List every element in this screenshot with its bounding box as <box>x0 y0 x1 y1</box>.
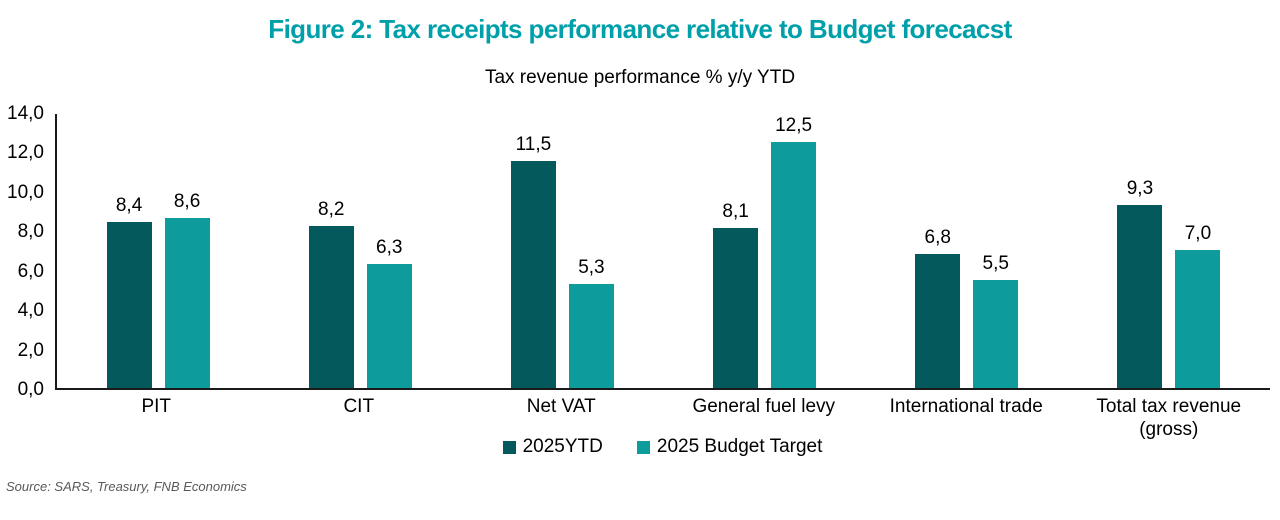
bar-column: 8,4 <box>106 195 152 388</box>
bar <box>308 226 354 388</box>
legend-swatch <box>502 440 516 454</box>
bar-value-label: 5,3 <box>578 256 605 278</box>
bar <box>366 263 412 388</box>
category-group: 8,2 6,3 <box>259 114 461 388</box>
bar-value-label: 12,5 <box>775 114 813 136</box>
x-axis-label: Total tax revenue (gross) <box>1096 396 1242 440</box>
y-tick-label: 14,0 <box>7 103 44 124</box>
bar-value-label: 11,5 <box>515 134 552 156</box>
bar-column: 8,1 <box>713 201 759 388</box>
bar-column: 6,8 <box>915 226 961 388</box>
x-axis-label: CIT <box>343 396 375 417</box>
y-tick-label: 8,0 <box>17 221 44 243</box>
y-tick-label: 4,0 <box>17 300 44 322</box>
category-group: 11,5 5,3 <box>461 114 663 388</box>
x-axis-label: International trade <box>889 396 1043 417</box>
legend-label: 2025YTD <box>522 436 603 457</box>
category-group: 6,8 5,5 <box>866 114 1068 388</box>
bar <box>713 228 759 388</box>
x-axis-label: Net VAT <box>526 396 596 417</box>
category-group: 8,4 8,6 <box>57 114 259 388</box>
figure-title: Figure 2: Tax receipts performance relat… <box>268 14 1012 44</box>
bar-column: 12,5 <box>771 114 817 388</box>
bar-value-label: 6,3 <box>376 236 403 258</box>
x-axis: PIT CIT Net VAT General fuel levy Internatio… <box>55 396 1270 442</box>
bar <box>106 222 152 388</box>
bar <box>915 253 961 388</box>
category-group: 8,1 12,5 <box>664 114 866 388</box>
y-tick-label: 6,0 <box>17 260 44 282</box>
bar-column: 5,5 <box>973 252 1019 388</box>
y-tick-label: 2,0 <box>17 339 44 361</box>
legend-item: 2025 Budget Target <box>636 436 823 458</box>
bar-column: 6,3 <box>366 236 412 388</box>
bar-column: 9,3 <box>1117 177 1163 388</box>
y-tick-label: 10,0 <box>7 181 44 203</box>
bar-column: 8,2 <box>308 199 354 388</box>
bar <box>973 279 1019 388</box>
bar-value-label: 8,6 <box>173 191 201 213</box>
bar-value-label: 9,3 <box>1126 177 1154 199</box>
bar-value-label: 7,0 <box>1184 223 1212 244</box>
bar-column: 5,3 <box>568 256 614 388</box>
x-axis-label: PIT <box>141 396 172 417</box>
category-group: 9,3 7,0 <box>1068 114 1270 388</box>
bar <box>1117 204 1163 388</box>
bar-column: 8,6 <box>164 191 210 388</box>
y-tick-label: 0,0 <box>17 379 44 400</box>
chart-title: Tax revenue performance % y/y YTD <box>484 67 796 88</box>
x-axis-label: General fuel levy <box>692 396 836 417</box>
bar <box>771 141 817 388</box>
bar-value-label: 8,4 <box>115 195 143 217</box>
bar-column: 11,5 <box>510 134 556 388</box>
bar-value-label: 6,8 <box>924 226 951 248</box>
legend-item: 2025YTD <box>502 436 603 458</box>
bar <box>1175 250 1221 388</box>
legend: 2025YTD 2025 Budget Target <box>55 436 1270 458</box>
y-axis: 0,0 2,0 4,0 6,0 8,0 10,0 12,0 14,0 <box>0 103 46 400</box>
plot-area: 8,4 8,6 8,2 6,3 11,5 5,3 8,1 12,5 6,8 5,5 9,3 7,0 <box>55 114 1270 390</box>
bar-value-label: 8,1 <box>722 201 749 223</box>
bar-value-label: 5,5 <box>982 252 1009 274</box>
bar <box>568 283 614 388</box>
bar-column: 7,0 <box>1175 223 1221 388</box>
bar <box>164 218 210 388</box>
source-note: Source: SARS, Treasury, FNB Economics <box>6 479 247 494</box>
bar <box>510 161 556 388</box>
bar-chart: 0,0 2,0 4,0 6,0 8,0 10,0 12,0 14,0 8,4 8,6 8,2 6,3… <box>0 103 1280 440</box>
legend-swatch <box>636 440 650 454</box>
legend-label: 2025 Budget Target <box>656 436 823 457</box>
y-tick-label: 12,0 <box>7 142 44 164</box>
bar-value-label: 8,2 <box>318 199 345 221</box>
